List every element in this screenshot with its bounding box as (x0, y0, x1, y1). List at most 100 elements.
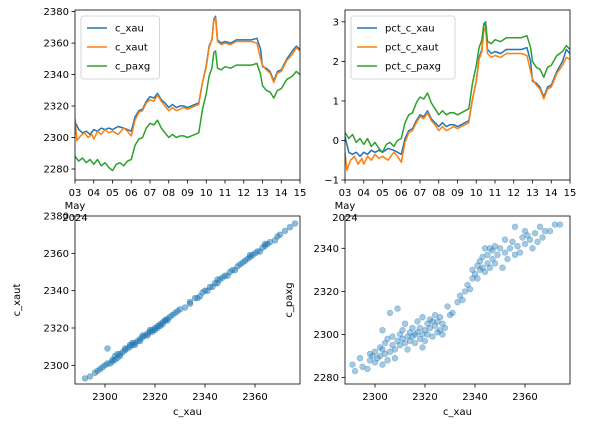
scatter-point (381, 350, 389, 357)
scatter-point (386, 348, 394, 355)
x-tick-label: 08 (432, 188, 445, 199)
scatter-point (161, 317, 169, 324)
scatter-point (496, 245, 504, 252)
x-tick-label: 2300 (362, 392, 387, 403)
scatter-point (536, 223, 544, 231)
y-tick-label: 2320 (314, 287, 339, 298)
x-tick-label: 2340 (462, 392, 487, 403)
y-axis-label: c_xaut (12, 284, 23, 317)
y-tick-label: 2320 (44, 102, 69, 113)
series-line-c_xaut (75, 17, 300, 142)
legend: pct_c_xau pct_c_xaut pct_c_paxg (350, 15, 456, 80)
scatter-point (556, 221, 564, 228)
scatter-point (424, 320, 431, 327)
x-tick-label: 2320 (412, 392, 437, 403)
scatter-point (359, 363, 366, 370)
scatter-point (511, 223, 519, 231)
scatter-point (394, 305, 401, 312)
scatter-point (501, 249, 509, 256)
scatter-point (439, 331, 446, 338)
y-tick-label: 2280 (314, 373, 339, 384)
y-tick-label: 1 (333, 96, 339, 107)
x-tick-label: 14 (545, 188, 558, 199)
scatter-point (399, 335, 406, 342)
y-tick-label: 2380 (44, 212, 69, 223)
scatter-point (391, 346, 399, 353)
scatter-point (391, 355, 399, 362)
scatter-point (424, 331, 431, 338)
x-tick-label: 11 (219, 188, 232, 199)
scatter-point (434, 329, 441, 336)
x-tick-label: 10 (200, 188, 213, 199)
scatter-point (441, 324, 449, 332)
scatter-point (394, 337, 401, 345)
scatter-point (509, 238, 516, 246)
y-tick-label: 2300 (44, 133, 69, 144)
scatter-point (491, 260, 499, 267)
scatter-point (419, 344, 426, 351)
scatter-point (384, 357, 391, 364)
scatter-point (486, 245, 494, 252)
axes-frame (74, 215, 301, 385)
scatter-point (516, 249, 524, 256)
y-tick-label: 2360 (44, 39, 69, 50)
scatter-point (521, 227, 529, 235)
x-tick-label: 03 (339, 188, 352, 199)
x-tick-label: 04 (357, 188, 370, 199)
scatter-point (429, 318, 436, 325)
scatter-point (456, 292, 464, 299)
x-tick-label: 05 (106, 188, 119, 199)
scatter-point (446, 311, 454, 319)
scatter-point (396, 331, 404, 338)
scatter-point (476, 266, 484, 273)
scatter-point (371, 348, 379, 355)
scatter-point (411, 339, 419, 347)
legend-label-c_xaut: c_xaut (115, 43, 148, 54)
y-tick-label: 3 (333, 17, 339, 28)
scatter-point (421, 337, 429, 345)
scatter-point (404, 346, 411, 353)
legend-label-c_xau: c_xau (115, 24, 144, 35)
y-tick-label: 2340 (44, 286, 69, 297)
scatter-point (389, 342, 396, 349)
y-tick-label: 2380 (44, 7, 69, 18)
scatter-point (444, 303, 451, 310)
scatter-point (431, 322, 439, 329)
scatter-point (484, 260, 491, 267)
scatter-point (529, 245, 536, 252)
scatter-point (386, 309, 394, 317)
legend-frame (350, 15, 456, 80)
y-tick-label: 2340 (44, 70, 69, 81)
series-line-pct_c_paxg (345, 21, 570, 154)
scatter-point (511, 251, 519, 259)
scatter-point (186, 298, 194, 306)
scatter-point (411, 331, 419, 338)
scatter-point (351, 367, 359, 375)
x-tick-label: 13 (526, 188, 539, 199)
axes-frame (344, 215, 571, 385)
x-tick-label: 08 (162, 188, 175, 199)
scatter-point (94, 367, 101, 375)
x-tick-label: 07 (414, 188, 427, 199)
scatter-point (534, 238, 541, 246)
y-axis-label: c_paxg (284, 282, 295, 317)
scatter-point (356, 355, 364, 362)
scatter-point (469, 266, 476, 273)
y-tick-label: 2320 (44, 324, 69, 335)
scatter-point (436, 314, 444, 321)
scatter-point (421, 327, 429, 334)
scatter-point (439, 320, 446, 327)
y-tick-label: 2300 (44, 361, 69, 372)
scatter-point (461, 288, 469, 295)
scatter-point (489, 255, 496, 263)
scatter-point (416, 324, 424, 332)
scatter-point (454, 299, 461, 306)
scatter-point (376, 352, 384, 360)
scatter-point (474, 275, 481, 282)
scatter-point (379, 361, 386, 368)
scatter-point (416, 335, 424, 342)
scatter-point (524, 232, 531, 239)
scatter-point (499, 264, 506, 271)
scatter-point (551, 221, 559, 228)
